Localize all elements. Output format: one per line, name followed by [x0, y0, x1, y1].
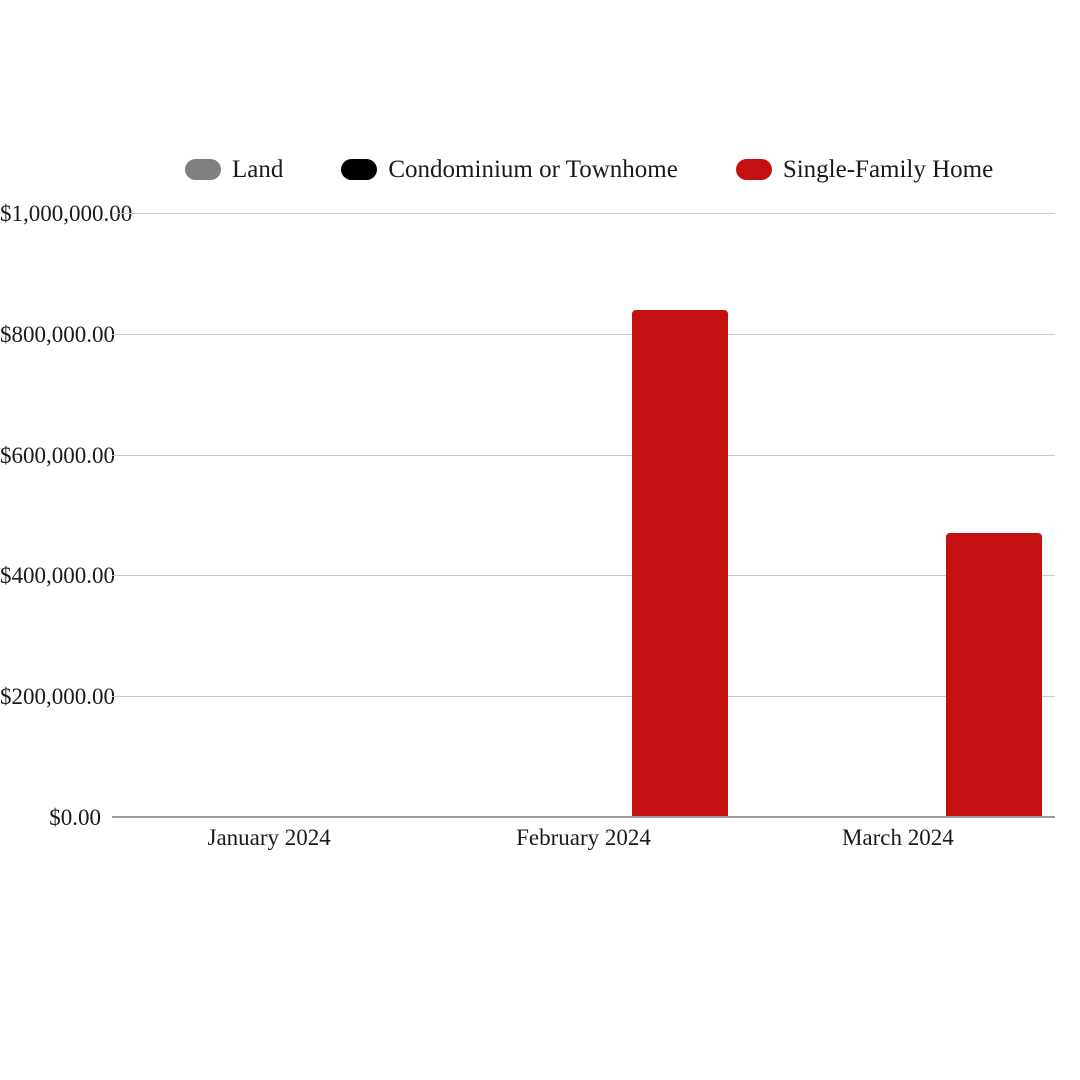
- legend-item-land[interactable]: Land: [185, 157, 283, 182]
- plot-area: [112, 213, 1055, 817]
- bar[interactable]: [946, 533, 1043, 817]
- y-axis-tick-label: $200,000.00: [0, 684, 115, 710]
- y-axis-tick-label: $1,000,000.00: [0, 201, 133, 226]
- legend-item-condominium-or-townhome[interactable]: Condominium or Townhome: [341, 155, 678, 183]
- gridline: [112, 696, 1055, 698]
- bar[interactable]: [631, 309, 729, 817]
- legend-swatch-single-family-home: [735, 158, 772, 180]
- gridline: [112, 333, 1055, 335]
- x-axis-line: [112, 816, 1055, 818]
- legend-label-single-family-home: Single-Family Home: [782, 155, 994, 183]
- gridline: [112, 454, 1055, 456]
- y-axis-tick-label: $800,000.00: [0, 321, 115, 347]
- y-axis-tick-label: $600,000.00: [0, 442, 115, 468]
- gridline: [112, 213, 1055, 214]
- x-axis-tick-label: January 2024: [207, 825, 331, 850]
- legend-label-condominium-or-townhome: Condominium or Townhome: [388, 155, 678, 183]
- y-axis-tick-label: $0.00: [49, 805, 101, 830]
- legend-label-land: Land: [232, 155, 284, 183]
- legend-swatch-land: [185, 158, 221, 180]
- gridline: [112, 575, 1055, 577]
- legend-item-single-family-home[interactable]: Single-Family Home: [735, 155, 994, 183]
- chart-legend: Land Condominium or Townhome Single-Fami…: [185, 152, 993, 186]
- legend-swatch-condominium-or-townhome: [341, 158, 378, 180]
- x-axis-tick-label: March 2024: [841, 825, 954, 850]
- y-axis-tick-label: $400,000.00: [0, 563, 115, 589]
- x-axis-tick-label: February 2024: [516, 825, 651, 850]
